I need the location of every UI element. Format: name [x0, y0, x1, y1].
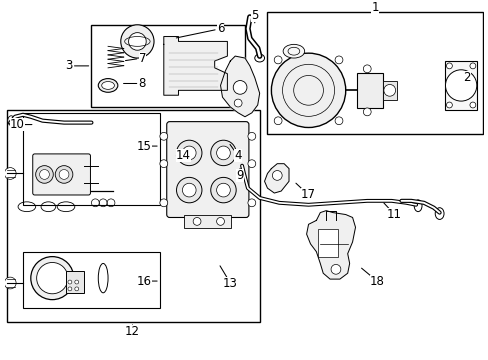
Ellipse shape	[413, 200, 421, 212]
Ellipse shape	[8, 116, 15, 126]
Circle shape	[31, 257, 74, 300]
Bar	[23, 113, 160, 205]
Text: 4: 4	[234, 149, 242, 162]
Bar	[184, 215, 231, 228]
Circle shape	[160, 132, 167, 140]
Ellipse shape	[434, 208, 443, 220]
Circle shape	[210, 140, 236, 166]
Text: 3: 3	[65, 59, 73, 72]
Circle shape	[160, 199, 167, 207]
Text: 8: 8	[138, 77, 146, 90]
Text: 9: 9	[236, 169, 244, 182]
Circle shape	[176, 177, 202, 203]
Circle shape	[469, 102, 475, 108]
Circle shape	[271, 53, 345, 127]
Text: 11: 11	[386, 208, 401, 221]
Text: 5: 5	[250, 9, 258, 22]
Circle shape	[59, 170, 69, 179]
Bar	[66, 271, 83, 293]
Circle shape	[247, 160, 255, 168]
Ellipse shape	[254, 54, 264, 62]
Circle shape	[247, 199, 255, 207]
FancyBboxPatch shape	[33, 154, 90, 195]
Ellipse shape	[283, 44, 304, 58]
Text: 18: 18	[369, 275, 384, 288]
Bar	[382, 81, 396, 100]
Circle shape	[363, 65, 370, 73]
Circle shape	[68, 287, 72, 291]
Polygon shape	[163, 36, 227, 95]
Circle shape	[193, 217, 201, 225]
Bar	[23, 252, 160, 309]
Circle shape	[274, 56, 282, 64]
Text: 1: 1	[370, 1, 378, 14]
Circle shape	[446, 63, 451, 69]
Circle shape	[334, 56, 342, 64]
Text: 15: 15	[137, 140, 151, 153]
Circle shape	[233, 81, 246, 94]
Circle shape	[68, 280, 72, 284]
Text: 17: 17	[301, 189, 315, 202]
Text: 16: 16	[137, 275, 151, 288]
FancyBboxPatch shape	[166, 122, 248, 217]
Text: 6: 6	[216, 22, 224, 35]
Circle shape	[272, 171, 282, 180]
Polygon shape	[220, 56, 259, 117]
Bar	[267, 12, 482, 134]
Text: 7: 7	[138, 51, 146, 64]
Circle shape	[182, 146, 196, 160]
Ellipse shape	[102, 81, 114, 89]
Circle shape	[330, 265, 340, 274]
Circle shape	[446, 102, 451, 108]
Circle shape	[247, 132, 255, 140]
Circle shape	[55, 166, 73, 183]
Circle shape	[37, 262, 68, 294]
Bar	[445, 61, 476, 110]
Circle shape	[234, 99, 242, 107]
Bar	[7, 110, 259, 322]
Circle shape	[469, 63, 475, 69]
Text: 10: 10	[10, 118, 24, 131]
Circle shape	[210, 177, 236, 203]
Circle shape	[40, 170, 49, 179]
Circle shape	[383, 85, 395, 96]
Circle shape	[4, 277, 16, 289]
Circle shape	[75, 287, 79, 291]
Circle shape	[445, 70, 476, 101]
Circle shape	[274, 117, 282, 125]
Text: 13: 13	[223, 276, 237, 289]
Circle shape	[216, 146, 230, 160]
Bar	[357, 73, 382, 108]
Circle shape	[128, 33, 146, 50]
Bar	[91, 25, 244, 107]
Text: 12: 12	[125, 325, 140, 338]
Circle shape	[334, 117, 342, 125]
Circle shape	[176, 140, 202, 166]
Polygon shape	[306, 211, 355, 279]
Text: 14: 14	[176, 149, 190, 162]
Circle shape	[216, 217, 224, 225]
Polygon shape	[264, 164, 288, 193]
Circle shape	[121, 25, 154, 58]
Circle shape	[4, 168, 16, 179]
Bar	[318, 229, 337, 257]
Circle shape	[36, 166, 53, 183]
Circle shape	[216, 183, 230, 197]
Text: 2: 2	[462, 71, 470, 84]
Circle shape	[363, 108, 370, 116]
Ellipse shape	[98, 78, 118, 92]
Circle shape	[182, 183, 196, 197]
Circle shape	[75, 280, 79, 284]
Circle shape	[160, 160, 167, 168]
